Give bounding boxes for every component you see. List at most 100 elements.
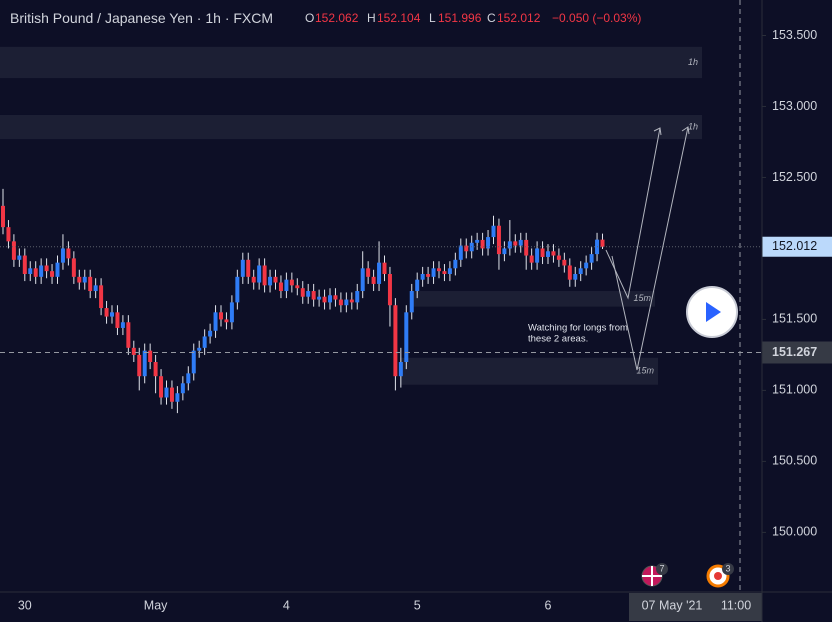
candle-body xyxy=(573,273,578,280)
candle-body xyxy=(502,248,507,255)
candle-body xyxy=(551,251,556,256)
candle-body xyxy=(246,259,251,277)
candle-body xyxy=(491,225,496,238)
candle-body xyxy=(535,248,540,263)
candle-body xyxy=(513,241,518,246)
candle-body xyxy=(289,279,294,286)
zone-label: 1h xyxy=(688,57,698,67)
candle-body xyxy=(426,273,431,277)
change: −0.050 (−0.03%) xyxy=(552,11,641,25)
last-price-box xyxy=(762,236,832,257)
candle-body xyxy=(137,354,142,377)
candle-body xyxy=(366,268,371,277)
y-tick-label: 153.000 xyxy=(772,99,817,113)
candle-body xyxy=(82,276,87,283)
zone-label: 15m xyxy=(633,293,651,303)
candle-body xyxy=(295,285,300,289)
candle-body xyxy=(175,393,180,402)
candle-body xyxy=(464,245,469,252)
candle-body xyxy=(322,296,327,303)
candle-body xyxy=(300,288,305,297)
candle-body xyxy=(257,265,262,283)
zone xyxy=(0,114,702,140)
candle-body xyxy=(1,205,5,228)
candle-body xyxy=(115,312,120,328)
candle-body xyxy=(546,251,550,257)
crosshair-price-box xyxy=(762,341,832,364)
candle-body xyxy=(496,225,501,255)
candle-body xyxy=(420,273,425,280)
annotation-text: these 2 areas. xyxy=(528,334,588,345)
candle-body xyxy=(578,268,583,274)
candle-body xyxy=(507,241,512,249)
candle-body xyxy=(169,387,174,402)
x-tick-label: 5 xyxy=(414,598,421,612)
candle-body xyxy=(284,279,289,292)
crosshair-price-label: 151.267 xyxy=(772,345,817,359)
candle-body xyxy=(191,350,196,374)
candle-body xyxy=(164,387,169,398)
candle-body xyxy=(382,262,387,274)
flag-cross xyxy=(642,566,662,586)
candle-body xyxy=(562,259,567,266)
play-button[interactable] xyxy=(686,286,738,338)
candle-body xyxy=(447,268,452,274)
candle-body xyxy=(71,258,76,277)
candle-body xyxy=(415,279,420,292)
arrow-head xyxy=(653,127,662,136)
candle-body xyxy=(317,296,322,300)
zone-label: 15m xyxy=(636,366,654,376)
x-tick-label: 4 xyxy=(283,598,290,612)
candle-body xyxy=(224,319,229,323)
zone xyxy=(0,46,702,79)
candle-body xyxy=(529,255,534,263)
candle-body xyxy=(480,239,485,249)
candle-body xyxy=(6,227,11,242)
candle-body xyxy=(110,312,114,317)
candle-body xyxy=(431,268,436,277)
candle-body xyxy=(251,276,256,283)
candle-body xyxy=(338,299,343,306)
candle-body xyxy=(11,241,16,260)
play-icon[interactable] xyxy=(706,302,721,322)
candle-body xyxy=(328,295,332,303)
y-tick-label: 151.500 xyxy=(772,312,817,326)
event-icons: 7 3 xyxy=(641,563,734,588)
candle-body xyxy=(393,305,398,377)
event-count: 7 xyxy=(659,563,664,573)
candle-body xyxy=(584,262,589,269)
candle-body xyxy=(104,308,109,317)
event-badge xyxy=(656,563,668,575)
ohlc-value: 152.012 xyxy=(497,11,541,25)
candle-body xyxy=(360,268,365,292)
candle-body xyxy=(262,265,267,286)
candle-body xyxy=(409,291,414,313)
candle-body xyxy=(398,362,403,377)
zone xyxy=(400,357,658,385)
candle-body xyxy=(131,347,136,355)
candle-body xyxy=(349,299,354,303)
crosshair-time: 11:00 xyxy=(721,598,751,612)
candle-body xyxy=(377,262,382,284)
candle-body xyxy=(77,276,82,283)
candle-body xyxy=(142,350,147,377)
arrow-path xyxy=(605,127,661,300)
candle-body xyxy=(540,248,545,257)
flag-dot xyxy=(714,572,722,580)
candle-body xyxy=(556,255,561,260)
candle-body xyxy=(22,255,27,274)
candle-body xyxy=(197,347,202,351)
zone xyxy=(410,291,655,307)
candle-body xyxy=(387,273,392,306)
arrow-path xyxy=(611,126,689,371)
candle-body xyxy=(99,285,104,309)
candle-body xyxy=(518,239,523,246)
x-tick-label: May xyxy=(144,598,168,612)
candle-body xyxy=(44,265,49,272)
candle-body xyxy=(404,312,409,363)
y-tick-label: 150.000 xyxy=(772,525,817,539)
candle-body xyxy=(344,299,349,306)
